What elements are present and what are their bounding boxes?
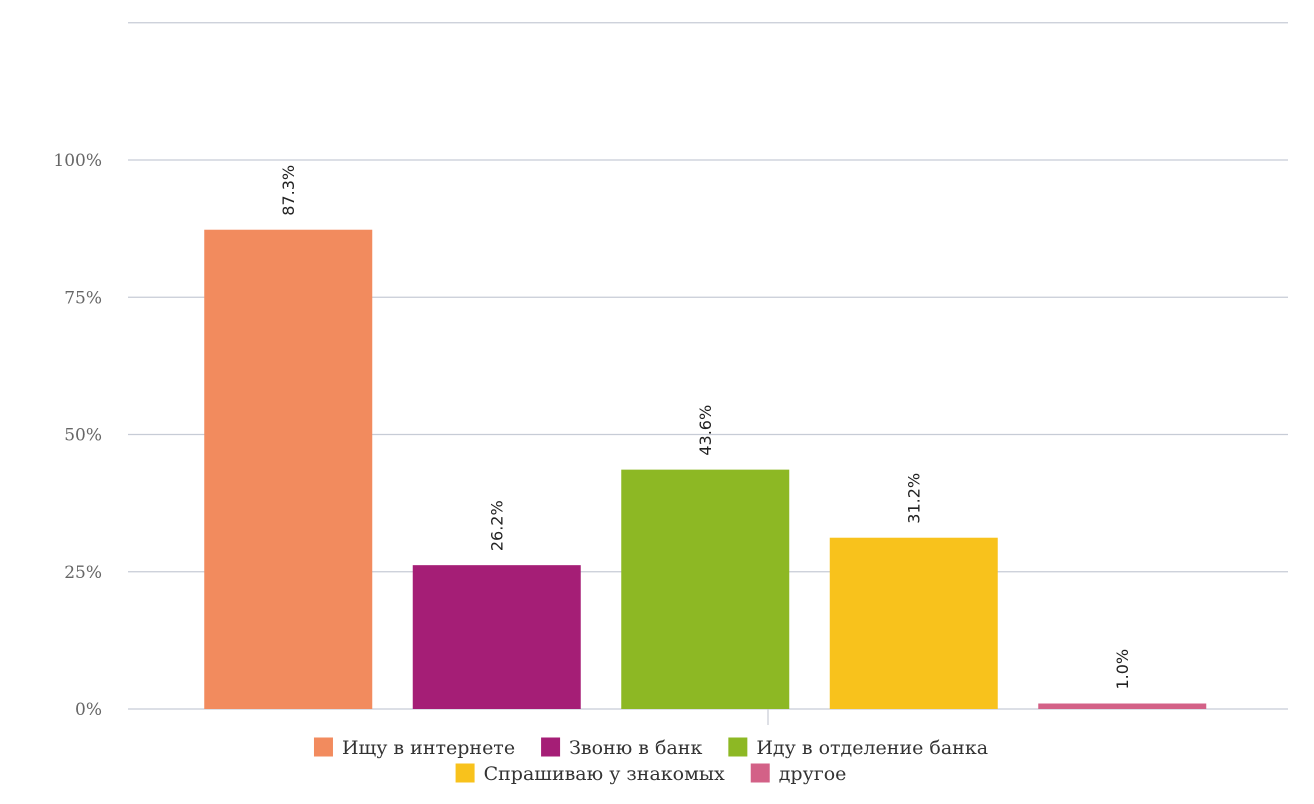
y-tick-label: 0% <box>75 700 102 720</box>
bar <box>412 565 581 709</box>
y-tick-label: 50% <box>64 426 102 446</box>
bar <box>204 229 373 709</box>
legend-label: Звоню в банк <box>569 737 702 759</box>
legend-swatch <box>541 737 561 757</box>
legend-row: Спрашиваю у знакомых другое <box>455 763 847 785</box>
data-label: 31.2% <box>905 473 924 524</box>
bar <box>1038 703 1207 709</box>
data-labels: 87.3% 26.2% 43.6% 31.2% 1.0% <box>279 165 1132 690</box>
legend-label: Ищу в интернете <box>342 737 515 759</box>
y-tick-label: 100% <box>53 151 102 171</box>
bar <box>621 469 790 709</box>
legend-label: Спрашиваю у знакомых <box>484 763 725 785</box>
legend-swatch <box>455 763 475 783</box>
legend-row: Ищу в интернете Звоню в банк Иду в отделен… <box>313 737 988 759</box>
y-tick-label: 75% <box>64 288 102 308</box>
legend-item[interactable]: Иду в отделение банка <box>728 737 988 759</box>
legend-item[interactable]: Спрашиваю у знакомых <box>455 763 725 785</box>
legend-item[interactable]: Ищу в интернете <box>313 737 515 759</box>
y-tick-label: 25% <box>64 563 102 583</box>
y-axis-ticks: 0% 25% 50% 75% 100% <box>53 151 102 720</box>
data-label: 26.2% <box>488 500 507 551</box>
legend-item[interactable]: другое <box>750 763 847 785</box>
data-label: 43.6% <box>696 405 715 456</box>
legend-label: Иду в отделение банка <box>756 737 988 759</box>
legend-label: другое <box>779 763 847 785</box>
data-label: 1.0% <box>1113 649 1132 690</box>
bar <box>829 537 998 709</box>
legend-swatch <box>750 763 770 783</box>
legend-item[interactable]: Звоню в банк <box>541 737 702 759</box>
legend-swatch <box>313 737 333 757</box>
legend: Ищу в интернете Звоню в банк Иду в отделен… <box>313 737 988 785</box>
legend-swatch <box>728 737 748 757</box>
bars <box>204 229 1207 709</box>
data-label: 87.3% <box>279 165 298 216</box>
